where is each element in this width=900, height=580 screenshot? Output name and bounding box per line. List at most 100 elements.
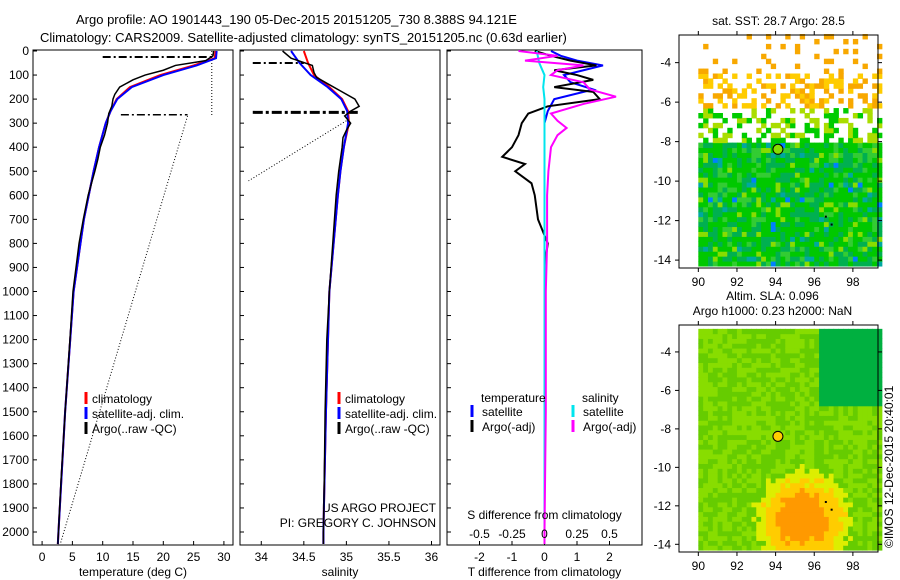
map-cell <box>799 540 806 546</box>
map-cell <box>765 83 772 89</box>
map-cell <box>775 473 781 479</box>
map-cell <box>765 251 772 257</box>
map-cell <box>814 453 820 460</box>
map-cell <box>843 182 849 188</box>
map-cell <box>707 458 714 465</box>
map-cell <box>722 477 728 484</box>
map-cell <box>761 328 767 335</box>
map-cell <box>727 196 733 203</box>
map-cell <box>848 425 854 431</box>
map-cell <box>712 376 719 383</box>
map-cell <box>828 429 835 436</box>
map-cell <box>785 497 791 503</box>
map-cell <box>819 367 825 373</box>
map-cell <box>828 127 835 134</box>
map-cell <box>775 231 781 237</box>
map-cell <box>732 343 738 349</box>
map-cell <box>741 216 748 223</box>
map-cell <box>862 162 868 168</box>
map-cell <box>843 386 849 392</box>
map-cell <box>819 162 825 168</box>
map-cell <box>703 429 709 436</box>
map-cell <box>867 453 873 460</box>
map-cell <box>765 405 772 412</box>
map-cell <box>770 191 777 198</box>
map-cell <box>712 511 719 517</box>
map-cell <box>727 187 733 193</box>
map-cell <box>698 112 704 119</box>
map-cell <box>790 521 796 527</box>
map-cell <box>761 333 767 339</box>
map-cell <box>741 497 748 503</box>
map-cell <box>809 261 815 267</box>
map-cell <box>746 501 752 508</box>
map-cell <box>862 521 868 527</box>
map-cell <box>848 142 854 149</box>
map-cell <box>741 182 748 188</box>
map-cell <box>712 439 719 445</box>
map-cell <box>872 396 878 402</box>
map-cell <box>703 226 709 232</box>
map-cell <box>857 453 864 460</box>
map-cell <box>857 83 864 89</box>
map-cell <box>712 338 719 344</box>
map-cell <box>756 530 762 537</box>
map-cell <box>848 386 854 392</box>
map-cell <box>732 211 738 218</box>
map-cell <box>717 506 723 513</box>
map-cell <box>843 497 849 503</box>
series-line-2 <box>57 50 215 545</box>
map-cell <box>862 63 868 70</box>
map-cell <box>794 492 801 498</box>
map-cell <box>833 429 839 436</box>
map-cell <box>843 333 849 339</box>
map-cell <box>867 492 873 498</box>
map-cell <box>765 362 772 368</box>
map-cell <box>804 357 810 364</box>
map-cell <box>804 381 810 388</box>
map-cell <box>727 516 733 522</box>
map-cell <box>843 348 849 354</box>
map-cell <box>761 391 767 397</box>
map-cell <box>746 196 752 203</box>
map-cell <box>833 348 839 354</box>
map-cell <box>872 381 878 388</box>
map-cell <box>799 526 806 532</box>
map-cell <box>727 182 733 188</box>
map-cell <box>833 352 839 359</box>
map-cell <box>809 453 815 460</box>
map-cell <box>857 506 864 513</box>
map-cell <box>746 381 752 388</box>
map-cell <box>707 405 714 412</box>
map-cell <box>838 545 844 551</box>
map-cell <box>698 333 704 339</box>
map-cell <box>843 391 849 397</box>
map-cell <box>804 147 810 153</box>
map-cell <box>838 142 844 149</box>
map-cell <box>775 444 781 450</box>
map-cell <box>698 458 704 465</box>
y-tick-label: 1800 <box>2 477 29 491</box>
map-cell <box>809 88 815 94</box>
map-cell <box>790 246 796 252</box>
map-cell <box>727 147 733 153</box>
map-cell <box>848 376 854 383</box>
map-cell <box>785 511 791 517</box>
map-cell <box>761 458 767 465</box>
map-cell <box>877 530 883 537</box>
map-cell <box>761 511 767 517</box>
map-cell <box>712 216 719 223</box>
map-cell <box>703 545 709 551</box>
map-cell <box>809 357 815 364</box>
map-cell <box>833 251 839 257</box>
map-cell <box>833 112 839 119</box>
map-cell <box>843 511 849 517</box>
map-cell <box>698 405 704 412</box>
map-cell <box>785 172 791 178</box>
map-cell <box>814 372 820 378</box>
map-cell <box>732 400 738 407</box>
dotted-line <box>248 120 347 182</box>
map-cell <box>814 381 820 388</box>
map-cell <box>838 468 844 474</box>
map-cell <box>843 415 849 421</box>
